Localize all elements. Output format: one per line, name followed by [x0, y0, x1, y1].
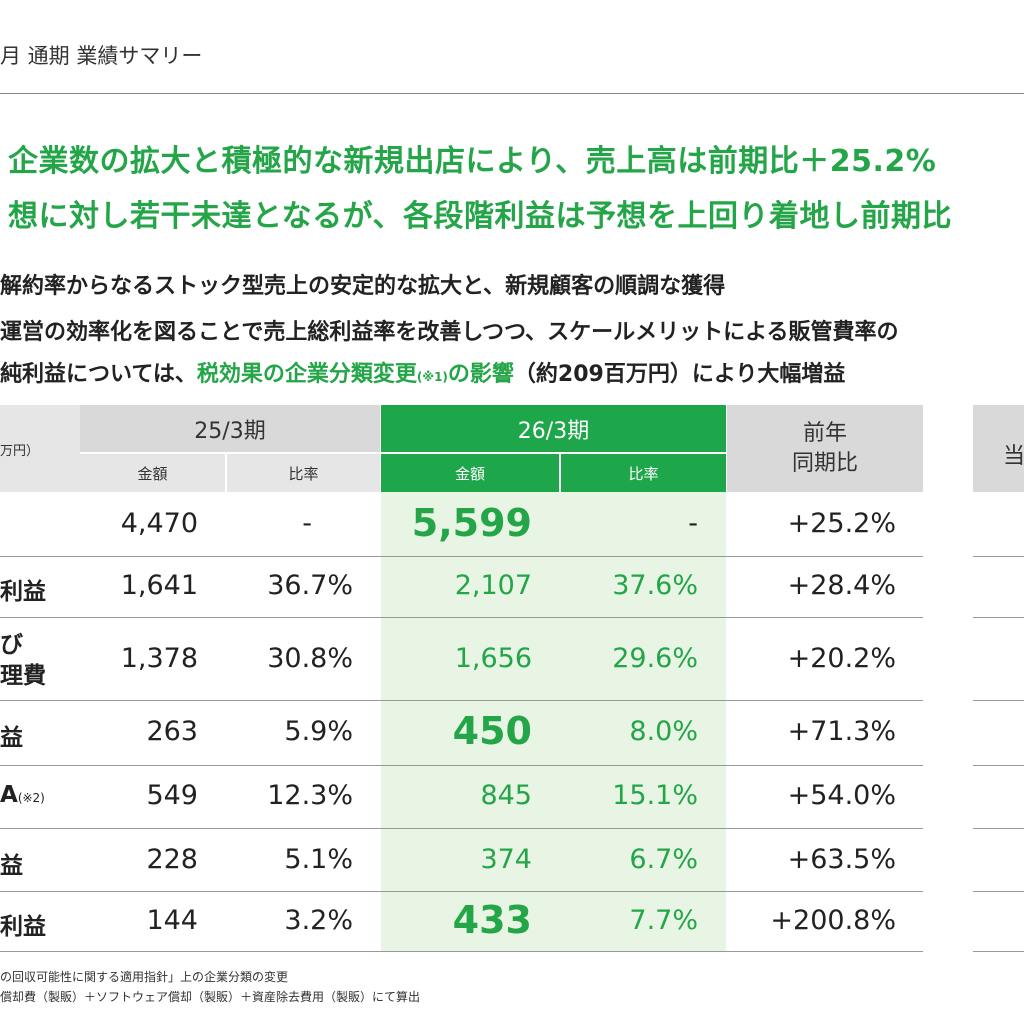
yoy-operating-profit: +71.3%	[787, 716, 896, 747]
yoy-sga: +20.2%	[787, 643, 896, 674]
header-yoy: 前年 同期比	[727, 405, 923, 492]
prev-amount-operating-profit: 263	[146, 716, 198, 747]
row-divider	[973, 828, 1024, 829]
footnote-2: 償却費（製販）＋ソフトウェア償却（製販）＋資産除去費用（製販）にて算出	[0, 990, 421, 1004]
table-unit: 万円）	[0, 444, 40, 459]
prev-amount-ebitda: 549	[146, 780, 198, 811]
table-corner	[0, 405, 80, 492]
header-prev-period: 25/3期	[80, 405, 380, 452]
curr-amount-ordinary-profit: 374	[480, 844, 532, 875]
current-period-highlight	[381, 492, 726, 952]
header-curr-amount: 金額	[381, 454, 559, 492]
bullet-3: 純利益については、税効果の企業分類変更(※1)の影響（約209百万円）により大幅…	[0, 356, 845, 388]
bullet-3-note: (※1)	[416, 370, 448, 384]
prev-ratio-ordinary-profit: 5.1%	[284, 844, 353, 875]
row-label-sga: び 理費	[0, 632, 46, 689]
row-divider	[0, 951, 923, 952]
yoy-sales: +25.2%	[787, 508, 896, 539]
page-title: 月 通期 業績サマリー	[0, 44, 203, 68]
curr-amount-ebitda: 845	[480, 780, 532, 811]
prev-amount-ordinary-profit: 228	[146, 844, 198, 875]
yoy-ebitda: +54.0%	[787, 780, 896, 811]
row-divider	[0, 700, 923, 701]
footnote-1: の回収可能性に関する適用指針」上の企業分類の変更	[0, 970, 289, 984]
row-divider	[0, 828, 923, 829]
row-divider	[973, 556, 1024, 557]
curr-amount-net-profit: 433	[452, 898, 532, 942]
header-curr-period: 26/3期	[381, 405, 726, 452]
yoy-gross-profit: +28.4%	[787, 570, 896, 601]
curr-amount-sales: 5,599	[411, 501, 532, 545]
curr-ratio-sga: 29.6%	[612, 643, 698, 674]
row-label-operating-profit: 益	[0, 725, 23, 751]
header-prev-amount: 金額	[80, 454, 225, 492]
bullet-3-post: （約209百万円）により大幅増益	[513, 362, 846, 387]
prev-ratio-operating-profit: 5.9%	[284, 716, 353, 747]
bullet-1: 解約率からなるストック型売上の安定的な拡大と、新規顧客の順調な獲得	[0, 274, 726, 299]
row-divider	[973, 765, 1024, 766]
curr-amount-operating-profit: 450	[452, 709, 532, 753]
yoy-ordinary-profit: +63.5%	[787, 844, 896, 875]
prev-ratio-sales: -	[302, 508, 312, 539]
prev-amount-sga: 1,378	[120, 643, 198, 674]
row-divider	[973, 617, 1024, 618]
row-divider	[0, 617, 923, 618]
header-prev-ratio: 比率	[227, 454, 380, 492]
prev-amount-sales: 4,470	[120, 508, 198, 539]
headline-2: 想に対し若干未達となるが、各段階利益は予想を上回り着地し前期比	[8, 199, 952, 234]
row-divider	[973, 700, 1024, 701]
curr-ratio-operating-profit: 8.0%	[629, 716, 698, 747]
bullet-3-pre: 純利益については、	[0, 362, 197, 387]
prev-ratio-ebitda: 12.3%	[267, 780, 353, 811]
bullet-2: 運営の効率化を図ることで売上総利益率を改善しつつ、スケールメリットによる販管費率…	[0, 320, 899, 345]
curr-ratio-sales: -	[688, 508, 698, 539]
row-label-ebitda: A(※2)	[0, 782, 45, 808]
row-divider	[0, 556, 923, 557]
row-label-ebitda-text: A	[0, 782, 18, 808]
side-table-header-label: 当	[1003, 444, 1024, 469]
row-divider	[0, 891, 923, 892]
prev-ratio-net-profit: 3.2%	[284, 905, 353, 936]
prev-ratio-sga: 30.8%	[267, 643, 353, 674]
prev-ratio-gross-profit: 36.7%	[267, 570, 353, 601]
row-divider	[973, 951, 1024, 952]
headline-1: 企業数の拡大と積極的な新規出店により、売上高は前期比＋25.2%	[8, 144, 937, 179]
bullet-3-green: 税効果の企業分類変更	[196, 362, 417, 387]
curr-amount-gross-profit: 2,107	[454, 570, 532, 601]
row-divider	[973, 891, 1024, 892]
row-divider	[0, 765, 923, 766]
curr-ratio-net-profit: 7.7%	[629, 905, 698, 936]
curr-amount-sga: 1,656	[454, 643, 532, 674]
row-label-gross-profit: 利益	[0, 579, 46, 605]
bullet-3-green2: の影響	[447, 362, 514, 387]
title-divider	[0, 93, 1024, 94]
row-label-ebitda-note: (※2)	[17, 791, 45, 805]
row-label-ordinary-profit: 益	[0, 853, 23, 879]
row-label-net-profit: 利益	[0, 914, 46, 940]
yoy-net-profit: +200.8%	[770, 905, 896, 936]
curr-ratio-gross-profit: 37.6%	[612, 570, 698, 601]
curr-ratio-ordinary-profit: 6.7%	[629, 844, 698, 875]
header-curr-ratio: 比率	[561, 454, 726, 492]
side-table-header	[973, 405, 1024, 492]
curr-ratio-ebitda: 15.1%	[612, 780, 698, 811]
prev-amount-gross-profit: 1,641	[120, 570, 198, 601]
prev-amount-net-profit: 144	[146, 905, 198, 936]
